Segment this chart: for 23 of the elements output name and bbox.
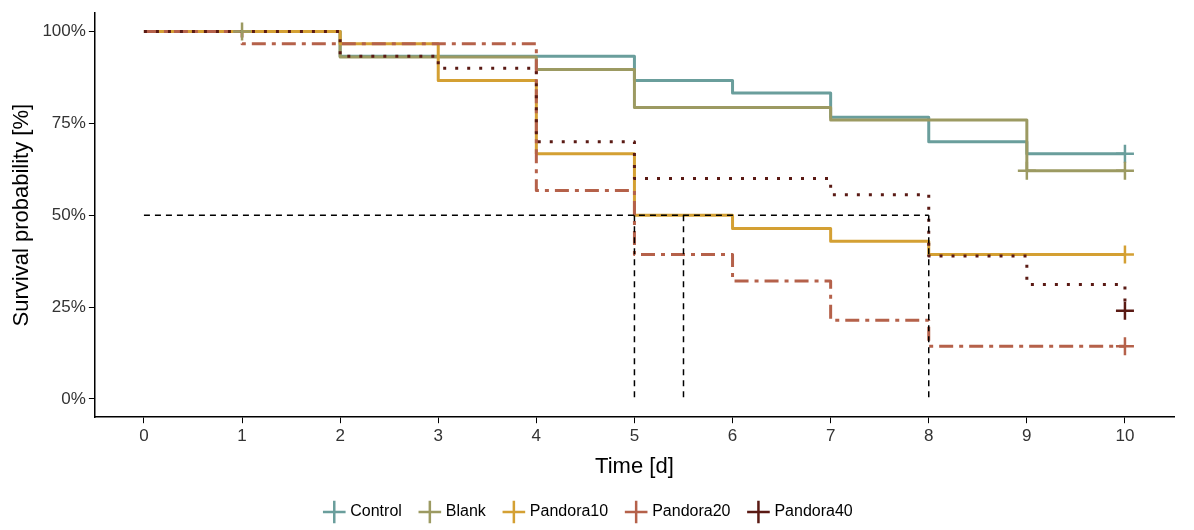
x-tick-label: 3 bbox=[433, 426, 443, 446]
x-tick-label: 1 bbox=[237, 426, 247, 446]
legend-label: Pandora10 bbox=[529, 502, 609, 520]
x-tick-label: 6 bbox=[727, 426, 738, 446]
x-axis-title: Time [d] bbox=[595, 452, 674, 478]
x-tick-label: 8 bbox=[924, 426, 934, 446]
x-tick-label: 10 bbox=[1115, 426, 1135, 446]
y-tick-label: 25% bbox=[51, 296, 86, 316]
y-tick-label: 100% bbox=[42, 21, 86, 41]
y-axis-title: Survival probability [%] bbox=[8, 103, 34, 327]
y-tick-label: 50% bbox=[51, 204, 86, 224]
legend-label: Pandora20 bbox=[652, 502, 731, 520]
y-tick-label: 0% bbox=[61, 388, 86, 408]
legend-label: Blank bbox=[445, 502, 487, 520]
y-tick-label: 75% bbox=[51, 113, 86, 133]
x-tick-label: 5 bbox=[629, 426, 640, 446]
x-tick-label: 4 bbox=[531, 426, 542, 446]
legend-label: Control bbox=[350, 502, 402, 520]
legend-label: Pandora40 bbox=[774, 502, 853, 520]
x-tick-label: 0 bbox=[139, 426, 149, 446]
x-tick-label: 9 bbox=[1022, 426, 1032, 446]
x-tick-label: 2 bbox=[335, 426, 345, 446]
x-tick-label: 7 bbox=[825, 426, 836, 446]
